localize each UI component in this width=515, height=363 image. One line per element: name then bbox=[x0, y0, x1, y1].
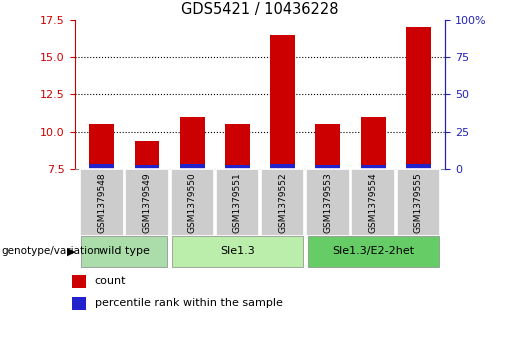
Bar bbox=[172, 236, 303, 267]
Bar bbox=[307, 236, 439, 267]
Bar bbox=[216, 169, 259, 236]
Bar bbox=[316, 165, 340, 169]
Bar bbox=[170, 169, 214, 236]
Bar bbox=[90, 164, 114, 169]
Text: wild type: wild type bbox=[99, 246, 150, 256]
Text: GSM1379551: GSM1379551 bbox=[233, 172, 242, 233]
Bar bbox=[406, 164, 431, 169]
Bar bbox=[360, 117, 386, 169]
Text: GSM1379550: GSM1379550 bbox=[188, 172, 197, 233]
Bar bbox=[134, 165, 160, 169]
Text: ▶: ▶ bbox=[67, 246, 75, 256]
Bar bbox=[134, 140, 160, 169]
Bar bbox=[125, 169, 169, 236]
Bar bbox=[72, 297, 85, 310]
Text: GSM1379548: GSM1379548 bbox=[97, 172, 106, 233]
Text: Sle1.3: Sle1.3 bbox=[220, 246, 255, 256]
Bar bbox=[180, 117, 204, 169]
Bar bbox=[81, 236, 167, 267]
Bar bbox=[316, 124, 340, 169]
Bar bbox=[406, 28, 431, 169]
Text: count: count bbox=[95, 276, 126, 286]
Bar bbox=[270, 164, 295, 169]
Text: Sle1.3/E2-2het: Sle1.3/E2-2het bbox=[332, 246, 414, 256]
Bar bbox=[397, 169, 440, 236]
Text: GSM1379552: GSM1379552 bbox=[278, 172, 287, 233]
Bar bbox=[306, 169, 350, 236]
Text: genotype/variation: genotype/variation bbox=[1, 246, 100, 256]
Title: GDS5421 / 10436228: GDS5421 / 10436228 bbox=[181, 3, 339, 17]
Bar bbox=[225, 165, 250, 169]
Bar bbox=[351, 169, 395, 236]
Bar bbox=[360, 165, 386, 169]
Bar bbox=[270, 35, 295, 169]
Text: GSM1379554: GSM1379554 bbox=[369, 172, 377, 233]
Bar bbox=[72, 275, 85, 288]
Bar bbox=[80, 169, 124, 236]
Bar bbox=[90, 124, 114, 169]
Text: GSM1379555: GSM1379555 bbox=[414, 172, 423, 233]
Text: GSM1379553: GSM1379553 bbox=[323, 172, 332, 233]
Text: GSM1379549: GSM1379549 bbox=[143, 172, 151, 233]
Text: percentile rank within the sample: percentile rank within the sample bbox=[95, 298, 283, 308]
Bar bbox=[225, 124, 250, 169]
Bar bbox=[180, 164, 204, 169]
Bar bbox=[261, 169, 304, 236]
